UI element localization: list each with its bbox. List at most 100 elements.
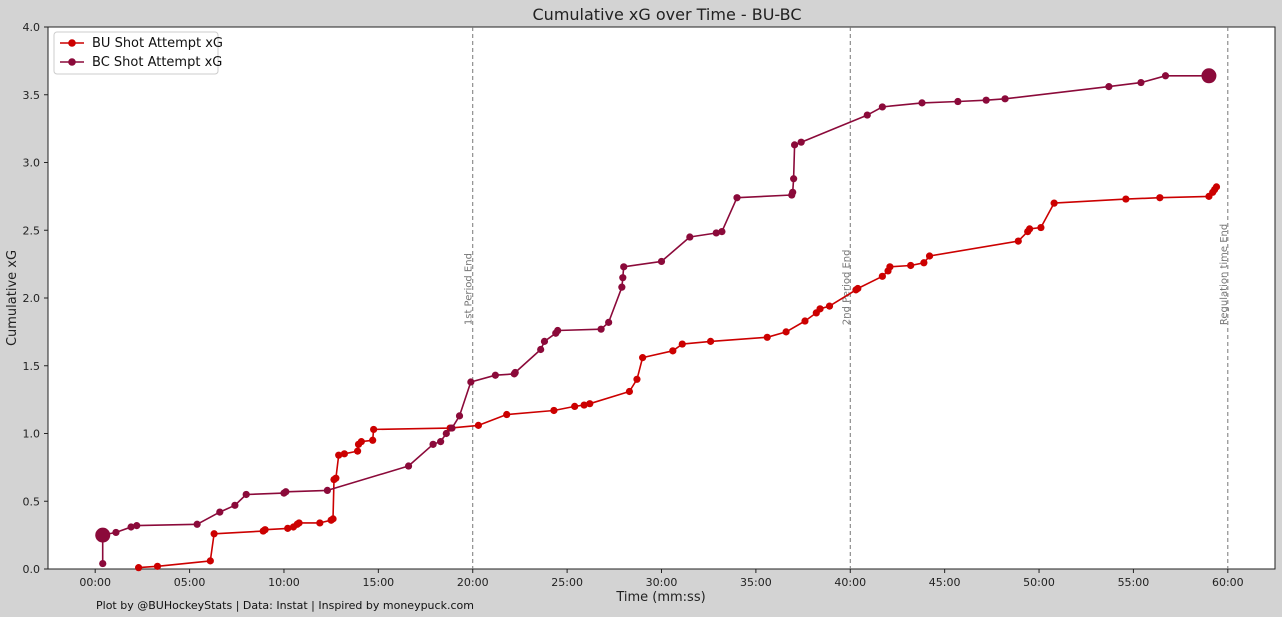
data-point [886, 263, 894, 271]
data-point [669, 347, 677, 355]
data-point [918, 99, 926, 107]
data-point [127, 523, 135, 531]
series-1 [95, 68, 1217, 568]
x-tick-label: 60:00 [1212, 576, 1244, 589]
data-point [369, 436, 377, 444]
data-point [790, 141, 799, 149]
y-tick-label: 2.5 [23, 224, 41, 237]
period-lines: 1st Period End 2nd Period End Regulation t… [464, 27, 1230, 569]
y-tick-label: 4.0 [23, 21, 41, 34]
legend-marker-bc [68, 58, 76, 66]
data-point [1105, 83, 1113, 91]
x-tick-label: 50:00 [1023, 576, 1055, 589]
data-point [580, 401, 588, 409]
data-point [920, 259, 928, 267]
x-axis: 00:00 05:00 10:00 15:00 20:00 25:00 30:00 35:00… [79, 569, 1244, 589]
x-tick-label: 35:00 [740, 576, 772, 589]
data-point [404, 462, 413, 470]
data-point [340, 450, 348, 458]
data-point [1137, 78, 1145, 87]
data-point [193, 520, 201, 528]
data-point [782, 328, 790, 336]
data-point [261, 526, 269, 534]
legend: BU Shot Attempt xG BC Shot Attempt xG [53, 31, 223, 75]
data-point [282, 488, 290, 496]
data-point [1014, 237, 1022, 245]
y-tick-label: 1.0 [23, 428, 41, 441]
data-point [231, 501, 239, 509]
data-point [295, 519, 303, 527]
x-tick-label: 20:00 [457, 576, 489, 589]
legend-label-bu: BU Shot Attempt xG [92, 36, 223, 51]
data-point [1212, 183, 1221, 191]
goal-marker [1201, 68, 1217, 84]
data-point [242, 490, 250, 499]
y-tick-label: 2.0 [23, 292, 41, 305]
x-tick-label: 45:00 [929, 576, 961, 589]
legend-label-bc: BC Shot Attempt xG [92, 55, 222, 70]
data-point [1156, 194, 1164, 202]
x-tick-label: 00:00 [79, 576, 111, 589]
data-point [491, 371, 499, 379]
data-point [639, 354, 647, 362]
data-point [825, 302, 834, 310]
data-point [332, 474, 340, 482]
data-point [706, 337, 715, 345]
data-point [503, 410, 511, 419]
data-point [99, 559, 107, 568]
data-point [605, 318, 613, 326]
data-point [112, 528, 120, 537]
data-point [284, 524, 292, 532]
legend-box [53, 31, 219, 75]
data-point [323, 486, 331, 495]
data-point [733, 194, 741, 202]
data-point [437, 438, 445, 446]
period-line-label: Regulation time End [1219, 224, 1230, 325]
data-point [925, 252, 934, 260]
data-point [1037, 223, 1045, 232]
data-point [816, 305, 824, 313]
data-point [1050, 199, 1058, 207]
x-tick-label: 40:00 [834, 576, 866, 589]
period-line-label: 1st Period End [464, 253, 475, 325]
y-tick-label: 0.5 [23, 495, 41, 508]
data-point [1161, 72, 1170, 80]
data-point [597, 325, 605, 333]
data-point [353, 447, 362, 455]
x-tick-label: 10:00 [268, 576, 300, 589]
data-point [633, 375, 641, 383]
x-tick-label: 30:00 [646, 576, 678, 589]
data-point [789, 188, 797, 196]
y-tick-label: 3.0 [23, 157, 41, 170]
data-point [467, 378, 475, 386]
y-tick-label: 1.5 [23, 360, 41, 373]
data-point [619, 274, 627, 282]
series-layer [95, 68, 1221, 572]
y-axis: 0.0 0.5 1.0 1.5 2.0 2.5 3.0 3.5 4.0 [23, 21, 48, 576]
data-point [442, 429, 450, 438]
data-point [982, 96, 990, 104]
data-point [474, 421, 482, 429]
data-point [878, 272, 886, 280]
data-point [216, 508, 224, 516]
data-point [854, 284, 862, 293]
legend-marker-bu [68, 39, 76, 47]
y-tick-label: 0.0 [23, 563, 41, 576]
data-point [511, 368, 519, 377]
data-point [135, 564, 143, 572]
data-point [153, 562, 162, 570]
data-point [686, 233, 694, 241]
data-point [790, 175, 798, 183]
footer-credit: Plot by @BUHockeyStats | Data: Instat | … [96, 599, 474, 612]
data-point [335, 451, 343, 459]
data-point [801, 317, 809, 325]
data-point [712, 229, 720, 237]
data-point [1122, 195, 1130, 203]
data-point [1001, 95, 1009, 103]
data-point [657, 257, 666, 266]
data-point [863, 111, 871, 119]
data-point [554, 326, 562, 335]
data-point [618, 283, 626, 291]
data-point [329, 515, 337, 523]
